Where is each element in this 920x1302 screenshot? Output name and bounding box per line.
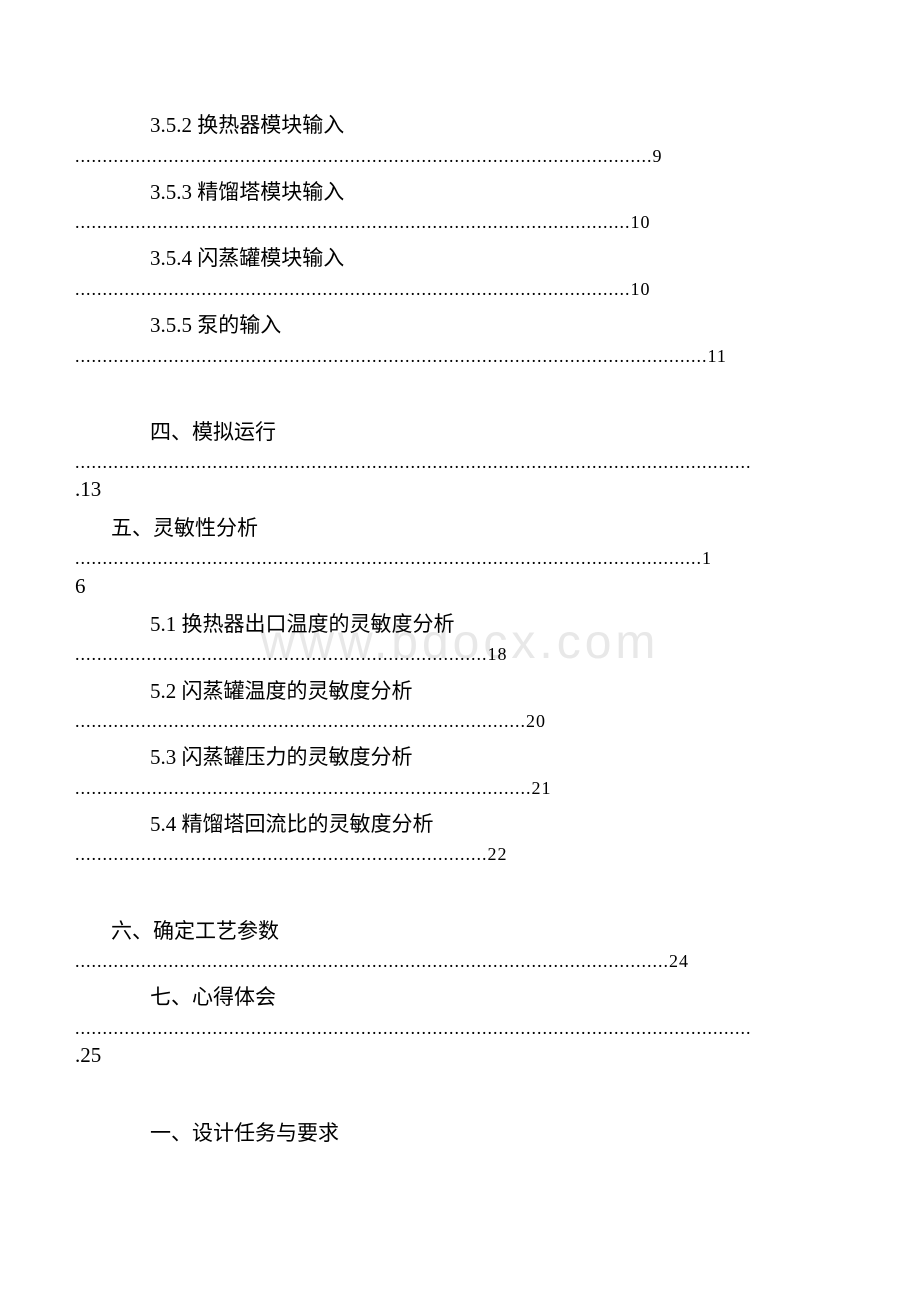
toc-dots: ........................................… xyxy=(75,277,845,302)
toc-title: 四、模拟运行 xyxy=(75,417,845,449)
toc-title: 5.4 精馏塔回流比的灵敏度分析 xyxy=(75,809,845,841)
section-spacer xyxy=(75,1078,845,1118)
toc-entry: 3.5.4 闪蒸罐模块输入 ..........................… xyxy=(75,243,845,302)
toc-entry: 四、模拟运行 .................................… xyxy=(75,417,845,505)
toc-entry: 六、确定工艺参数 ...............................… xyxy=(75,916,845,975)
document-page: 3.5.2 换热器模块输入 ..........................… xyxy=(0,0,920,1218)
toc-title: 七、心得体会 xyxy=(75,982,845,1014)
toc-title: 五、灵敏性分析 xyxy=(75,513,845,545)
toc-dots: ........................................… xyxy=(75,450,845,475)
toc-dots: ........................................… xyxy=(75,1016,845,1041)
toc-entry: 3.5.3 精馏塔模块输入 ..........................… xyxy=(75,177,845,236)
toc-dots: ........................................… xyxy=(75,949,845,974)
section-spacer xyxy=(75,377,845,417)
toc-continuation: .13 xyxy=(75,475,845,504)
toc-dots: ........................................… xyxy=(75,776,845,801)
toc-title: 5.2 闪蒸罐温度的灵敏度分析 xyxy=(75,676,845,708)
toc-title: 3.5.3 精馏塔模块输入 xyxy=(75,177,845,209)
toc-title: 3.5.2 换热器模块输入 xyxy=(75,110,845,142)
toc-dots: ........................................… xyxy=(75,210,845,235)
toc-entry: 五、灵敏性分析 ................................… xyxy=(75,513,845,601)
toc-entry: 七、心得体会 .................................… xyxy=(75,982,845,1070)
toc-dots: ........................................… xyxy=(75,642,845,667)
toc-title: 3.5.5 泵的输入 xyxy=(75,310,845,342)
toc-dots: ........................................… xyxy=(75,709,845,734)
toc-entry: 5.1 换热器出口温度的灵敏度分析 ......................… xyxy=(75,609,845,668)
toc-title: 5.1 换热器出口温度的灵敏度分析 xyxy=(75,609,845,641)
toc-dots: ........................................… xyxy=(75,842,845,867)
toc-entry: 5.3 闪蒸罐压力的灵敏度分析 ........................… xyxy=(75,742,845,801)
toc-entry: 3.5.5 泵的输入 .............................… xyxy=(75,310,845,369)
toc-entry: 一、设计任务与要求 xyxy=(75,1118,845,1150)
toc-continuation: 6 xyxy=(75,572,845,601)
toc-entry: 5.2 闪蒸罐温度的灵敏度分析 ........................… xyxy=(75,676,845,735)
toc-dots: ........................................… xyxy=(75,144,845,169)
toc-entry: 3.5.2 换热器模块输入 ..........................… xyxy=(75,110,845,169)
toc-title: 5.3 闪蒸罐压力的灵敏度分析 xyxy=(75,742,845,774)
toc-continuation: .25 xyxy=(75,1041,845,1070)
section-spacer xyxy=(75,876,845,916)
toc-title: 六、确定工艺参数 xyxy=(75,916,845,948)
toc-title: 一、设计任务与要求 xyxy=(75,1118,845,1150)
toc-dots: ........................................… xyxy=(75,344,845,369)
toc-title: 3.5.4 闪蒸罐模块输入 xyxy=(75,243,845,275)
toc-dots: ........................................… xyxy=(75,546,845,571)
toc-entry: 5.4 精馏塔回流比的灵敏度分析 .......................… xyxy=(75,809,845,868)
